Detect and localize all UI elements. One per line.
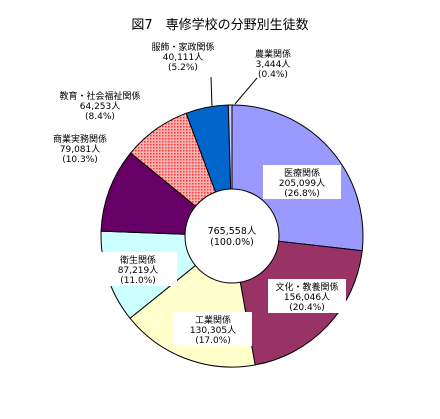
slice-value-6: 64,253人	[80, 101, 121, 112]
slice-value-8: 3,444人	[256, 59, 291, 70]
slice-pct-7: (5.2%)	[168, 63, 198, 73]
slice-value-7: 40,111人	[163, 52, 204, 63]
slice-name-8: 農業関係	[255, 48, 291, 60]
slice-name-7: 服飾・家政関係	[151, 41, 214, 53]
leader-line-7	[210, 76, 213, 108]
slice-name-2: 文化・教養関係	[275, 281, 338, 293]
slice-value-2: 156,046人	[284, 292, 330, 303]
slice-name-3: 工業関係	[195, 314, 231, 326]
center-total: 765,558人(100.0%)	[208, 226, 257, 248]
slice-name-6: 教育・社会福祉関係	[59, 90, 140, 102]
chart-title: 図7 専修学校の分野別生徒数	[131, 18, 309, 33]
slice-8	[227, 104, 233, 190]
slice-name-5: 商業実務関係	[53, 133, 107, 145]
slice-name-1: 医療関係	[284, 167, 320, 179]
leader-line-8	[234, 77, 258, 105]
slice-value-4: 87,219人	[118, 265, 159, 276]
slice-value-3: 130,305人	[190, 325, 236, 336]
slice-pct-8: (0.4%)	[258, 70, 288, 80]
slice-label-bg-1	[263, 165, 341, 199]
slice-value-5: 79,081人	[60, 144, 101, 155]
slice-pct-6: (8.4%)	[85, 112, 115, 122]
slice-pct-2: (20.4%)	[289, 303, 325, 313]
slice-label-bg-3	[174, 312, 252, 346]
slice-pct-4: (11.0%)	[120, 276, 156, 286]
slice-name-4: 衛生関係	[120, 254, 156, 266]
total-pct: (100.0%)	[210, 237, 254, 248]
slice-pct-3: (17.0%)	[195, 336, 231, 346]
slice-pct-1: (26.8%)	[284, 189, 320, 199]
slice-pct-5: (10.3%)	[62, 155, 98, 165]
slice-label-bg-4	[99, 252, 177, 286]
slice-label-bg-2	[268, 279, 346, 313]
slice-value-1: 205,099人	[279, 178, 325, 189]
total-value: 765,558人	[208, 226, 257, 237]
